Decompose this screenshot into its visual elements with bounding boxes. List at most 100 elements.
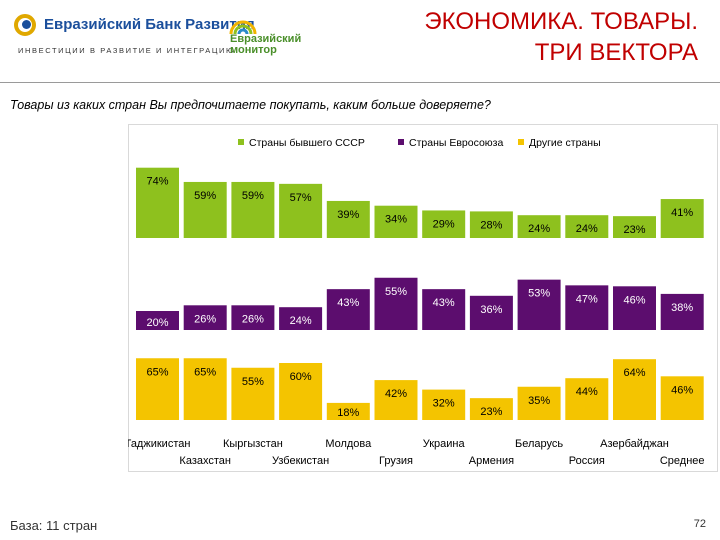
data-label-s3-3: 55% — [242, 376, 264, 388]
data-label-s1-7: 29% — [433, 218, 455, 230]
data-label-s1-2: 59% — [194, 190, 216, 202]
slide-title: ЭКОНОМИКА. ТОВАРЫ. ТРИ ВЕКТОРА — [424, 6, 698, 68]
bar-s3-5 — [326, 402, 370, 420]
data-label-s3-7: 32% — [433, 398, 455, 410]
bar-s2-6 — [374, 277, 418, 330]
category-label-5: Молдова — [325, 438, 372, 450]
data-label-s1-6: 34% — [385, 214, 407, 226]
legend-label-1: Страны бывшего СССР — [249, 137, 365, 149]
bar-s3-4 — [279, 363, 323, 420]
data-label-s3-9: 35% — [528, 395, 550, 407]
data-label-s1-10: 24% — [576, 223, 598, 235]
page-number: 72 — [693, 518, 706, 530]
bank-name: Евразийский Банк Развития — [44, 16, 255, 33]
monitor-logo: Евразийский монитор — [228, 12, 338, 62]
bar-s2-1 — [136, 311, 179, 330]
bank-tagline: ИНВЕСТИЦИИ В РАЗВИТИЕ И ИНТЕГРАЦИЮ — [18, 46, 236, 55]
bar-s1-10 — [565, 215, 609, 238]
bar-s1-4 — [279, 183, 323, 238]
category-label-10: Россия — [569, 455, 605, 467]
bar-s1-6 — [374, 205, 418, 238]
eabr-emblem-icon — [14, 14, 36, 36]
data-label-s2-8: 36% — [480, 304, 502, 316]
bar-s2-9 — [517, 279, 561, 330]
bar-s2-2 — [183, 305, 227, 330]
bar-s3-3 — [231, 367, 275, 420]
data-label-s2-2: 26% — [194, 313, 216, 325]
data-label-s1-11: 23% — [623, 224, 645, 236]
category-label-7: Украина — [423, 438, 466, 450]
data-label-s3-11: 64% — [623, 367, 645, 379]
data-label-s1-1: 74% — [146, 176, 168, 188]
bar-s2-10 — [565, 285, 609, 330]
slide-header: Евразийский Банк Развития ИНВЕСТИЦИИ В Р… — [0, 0, 720, 80]
bar-s2-12 — [660, 293, 704, 330]
bar-s1-9 — [517, 215, 561, 238]
title-divider — [0, 82, 720, 83]
bar-s3-10 — [565, 378, 609, 420]
bar-s2-4 — [279, 307, 323, 330]
data-label-s2-10: 47% — [576, 293, 598, 305]
monitor-name: Евразийский монитор — [230, 34, 301, 56]
bar-s1-1 — [136, 167, 179, 238]
bar-s1-8 — [469, 211, 513, 238]
category-label-4: Узбекистан — [272, 455, 329, 467]
bar-s3-6 — [374, 380, 418, 420]
data-label-s2-1: 20% — [146, 317, 168, 329]
category-label-11: Азербайджан — [600, 438, 669, 450]
bar-s1-5 — [326, 200, 370, 238]
category-label-12: Среднее — [660, 455, 705, 467]
category-label-6: Грузия — [379, 455, 413, 467]
data-label-s1-5: 39% — [337, 209, 359, 221]
data-label-s2-6: 55% — [385, 286, 407, 298]
data-label-s1-12: 41% — [671, 207, 693, 219]
data-label-s2-11: 46% — [623, 294, 645, 306]
monitor-line1: Евразийский — [230, 33, 302, 45]
data-label-s3-10: 44% — [576, 386, 598, 398]
data-label-s3-5: 18% — [337, 407, 359, 419]
bar-s2-5 — [326, 289, 370, 330]
category-label-3: Кыргызстан — [223, 438, 283, 450]
legend-swatch-3 — [518, 139, 524, 145]
data-label-s3-1: 65% — [146, 366, 168, 378]
bar-s1-11 — [613, 216, 656, 238]
rainbow-icon — [229, 20, 257, 35]
category-label-1: Таджикистан — [128, 438, 190, 450]
bar-s1-3 — [231, 181, 275, 238]
bar-s3-7 — [422, 389, 466, 420]
data-label-s2-4: 24% — [290, 315, 312, 327]
bar-s3-11 — [613, 359, 656, 420]
slide-title-line2: ТРИ ВЕКТОРА — [534, 39, 698, 66]
legend-label-2: Страны Евросоюза — [409, 137, 503, 149]
bar-s2-7 — [422, 289, 466, 330]
survey-question: Товары из каких стран Вы предпочитаете п… — [10, 98, 491, 112]
data-label-s2-3: 26% — [242, 313, 264, 325]
bar-s2-3 — [231, 305, 275, 330]
data-label-s3-12: 46% — [671, 384, 693, 396]
data-label-s2-7: 43% — [433, 297, 455, 309]
eabr-logo: Евразийский Банк Развития ИНВЕСТИЦИИ В Р… — [14, 12, 255, 62]
bar-s3-9 — [517, 386, 561, 420]
bar-s2-8 — [469, 295, 513, 330]
data-label-s1-4: 57% — [290, 192, 312, 204]
data-label-s2-5: 43% — [337, 297, 359, 309]
data-label-s3-6: 42% — [385, 388, 407, 400]
bar-s3-1 — [136, 358, 179, 420]
category-label-8: Армения — [469, 455, 514, 467]
data-label-s2-12: 38% — [671, 302, 693, 314]
bar-s3-12 — [660, 376, 704, 420]
data-label-s1-3: 59% — [242, 190, 264, 202]
data-label-s2-9: 53% — [528, 288, 550, 300]
slide-title-line1: ЭКОНОМИКА. ТОВАРЫ. — [424, 8, 698, 35]
category-label-2: Казахстан — [179, 455, 231, 467]
legend-label-3: Другие страны — [529, 137, 601, 149]
bar-s1-12 — [660, 199, 704, 238]
bar-chart: Страны бывшего СССР Страны Евросоюза Други… — [128, 124, 718, 472]
data-label-s3-2: 65% — [194, 366, 216, 378]
monitor-line2: монитор — [230, 44, 277, 56]
legend-swatch-1 — [238, 139, 244, 145]
data-label-s3-8: 23% — [480, 406, 502, 418]
data-label-s1-8: 28% — [480, 219, 502, 231]
bar-s3-8 — [469, 398, 513, 420]
bar-s1-2 — [183, 181, 227, 238]
